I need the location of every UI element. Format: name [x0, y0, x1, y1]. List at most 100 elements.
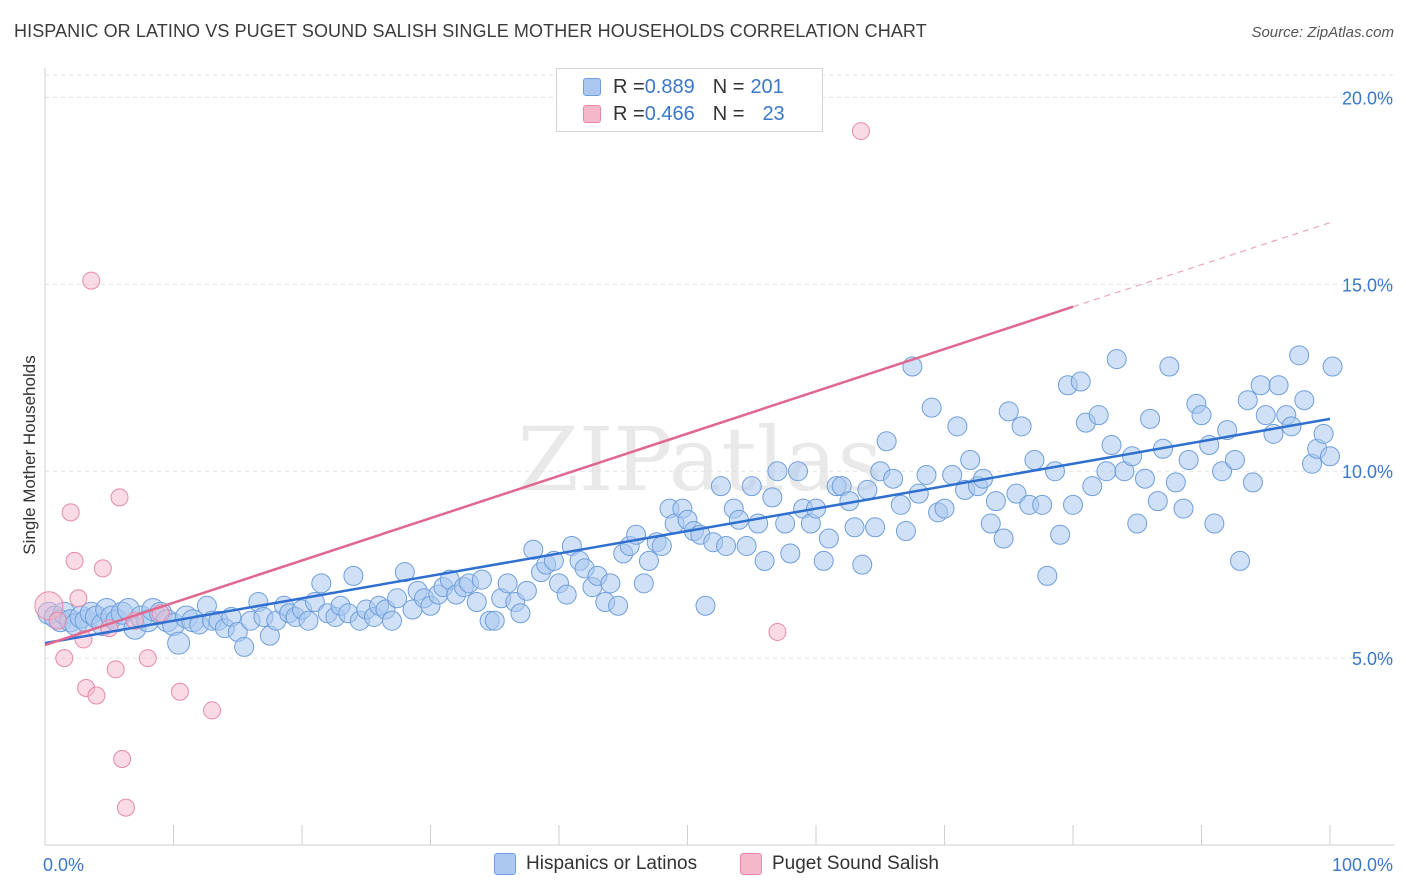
data-point-hispanics	[381, 610, 402, 631]
bottom-legend-label: Hispanics or Latinos	[526, 853, 698, 874]
data-point-hispanics	[1322, 356, 1343, 377]
data-point-hispanics	[497, 573, 518, 594]
data-point-hispanics	[633, 573, 654, 594]
data-point-hispanics	[993, 528, 1014, 549]
data-point-puget-sound-salish	[69, 589, 88, 608]
chart-title: HISPANIC OR LATINO VS PUGET SOUND SALISH…	[14, 21, 927, 41]
data-point-hispanics	[1173, 498, 1194, 519]
legend-row-puget: R = 0.466 N = 23	[583, 102, 785, 126]
data-point-hispanics	[1088, 405, 1109, 426]
data-point-hispanics	[813, 550, 834, 571]
data-point-puget-sound-salish	[65, 551, 84, 570]
data-point-hispanics	[1082, 476, 1103, 497]
data-point-hispanics	[1122, 446, 1143, 467]
data-point-hispanics	[934, 498, 955, 519]
data-point-hispanics	[1011, 416, 1032, 437]
legend-n-value: 23	[762, 102, 785, 125]
trend-line-hispanics	[44, 417, 1331, 645]
legend-r-value: 0.466	[644, 102, 695, 125]
data-point-hispanics	[908, 483, 929, 504]
legend-r-label: R =	[613, 75, 645, 98]
data-point-hispanics	[1063, 494, 1083, 515]
data-point-hispanics	[523, 539, 544, 560]
data-point-hispanics	[890, 494, 911, 515]
data-point-hispanics	[387, 588, 408, 609]
data-point-hispanics	[788, 461, 809, 482]
data-point-hispanics	[311, 573, 332, 594]
legend-n-label: N =	[712, 102, 745, 125]
data-point-hispanics	[947, 416, 968, 437]
bottom-legend-puget: Puget Sound Salish	[740, 852, 939, 876]
data-point-puget-sound-salish	[93, 559, 112, 578]
data-point-hispanics	[1006, 483, 1027, 504]
data-point-hispanics	[960, 450, 981, 470]
data-point-puget-sound-salish	[55, 649, 74, 668]
data-point-hispanics	[1224, 450, 1245, 470]
legend-n-label: N =	[712, 75, 745, 98]
data-point-hispanics	[895, 521, 916, 542]
data-point-hispanics	[1313, 423, 1334, 444]
data-point-hispanics	[1178, 450, 1199, 470]
legend-swatch-pink	[583, 105, 601, 123]
data-point-puget-sound-salish	[87, 686, 106, 705]
legend: R = 0.889 N = 201 R = 0.466 N = 23	[556, 68, 823, 132]
data-point-hispanics	[1101, 435, 1122, 456]
data-point-hispanics	[1050, 524, 1071, 545]
data-point-hispanics	[716, 535, 737, 556]
x-tick-label: 100.0%	[1332, 855, 1393, 875]
data-point-hispanics	[298, 610, 319, 631]
data-point-hispanics	[695, 595, 716, 616]
data-point-hispanics	[1165, 472, 1186, 493]
trend-lines	[44, 222, 1331, 647]
data-point-hispanics	[1294, 390, 1315, 411]
data-point-hispanics	[556, 584, 577, 605]
data-point-hispanics	[1037, 565, 1058, 586]
data-point-hispanics	[1204, 513, 1225, 534]
watermark: ZIPatlas	[518, 408, 883, 511]
data-point-puget-sound-salish	[768, 622, 787, 641]
data-point-hispanics	[916, 464, 937, 485]
data-point-hispanics	[234, 636, 255, 657]
data-point-hispanics	[608, 595, 629, 616]
axes	[44, 68, 1395, 846]
gridlines	[45, 74, 1395, 659]
source-label: Source: ZipAtlas.com	[1251, 24, 1394, 41]
data-point-hispanics	[844, 517, 865, 538]
data-point-hispanics	[857, 479, 878, 500]
data-point-hispanics	[865, 517, 886, 538]
trend-line-puget-sound-salish	[44, 305, 1074, 647]
data-point-hispanics	[516, 580, 537, 601]
data-point-hispanics	[1024, 450, 1045, 470]
data-point-hispanics	[394, 562, 415, 583]
data-point-hispanics	[1255, 405, 1276, 426]
data-point-hispanics	[998, 401, 1019, 422]
data-point-hispanics	[1159, 356, 1180, 377]
data-point-hispanics	[638, 550, 659, 571]
data-point-puget-sound-salish	[116, 798, 135, 817]
data-point-hispanics	[1032, 494, 1053, 515]
data-point-puget-sound-salish	[106, 660, 125, 679]
data-point-hispanics	[741, 476, 762, 497]
data-point-hispanics	[754, 550, 775, 571]
data-point-hispanics	[767, 461, 788, 482]
data-point-hispanics	[921, 397, 942, 418]
data-point-hispanics	[1106, 349, 1127, 370]
y-tick-label: 15.0%	[1342, 275, 1393, 295]
data-point-hispanics	[1127, 513, 1148, 534]
data-point-hispanics	[1242, 472, 1263, 493]
legend-swatch-blue	[583, 78, 601, 96]
bottom-legend-swatch-blue	[494, 853, 516, 875]
data-point-hispanics	[780, 543, 801, 564]
data-point-hispanics	[1134, 468, 1155, 489]
data-point-hispanics	[471, 569, 492, 590]
data-point-hispanics	[1250, 375, 1271, 396]
data-point-hispanics	[1230, 550, 1251, 571]
data-point-hispanics	[1289, 345, 1310, 366]
legend-n-value: 201	[750, 75, 784, 98]
data-point-hispanics	[1268, 375, 1289, 396]
y-axis-label: Single Mother Households	[20, 355, 39, 554]
legend-r-value: 0.889	[644, 75, 695, 98]
data-point-hispanics	[736, 535, 757, 556]
legend-row-hispanics: R = 0.889 N = 201	[583, 75, 784, 99]
data-point-hispanics	[1191, 405, 1212, 426]
